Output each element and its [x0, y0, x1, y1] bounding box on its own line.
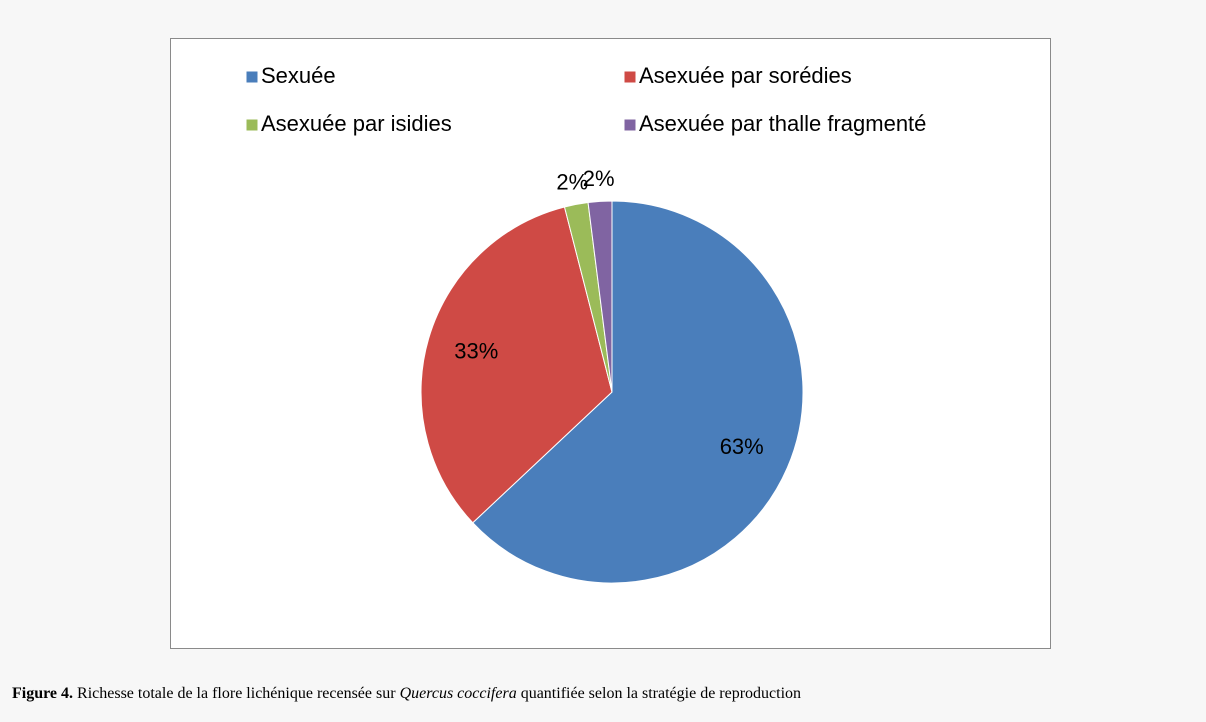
caption-species: Quercus coccifera — [400, 685, 517, 702]
caption-text: Richesse totale de la flore lichénique r… — [77, 685, 396, 702]
legend-swatch — [623, 70, 637, 84]
legend-swatch — [245, 118, 259, 132]
pie-slice — [587, 200, 613, 393]
data-label: 63% — [720, 434, 764, 459]
data-label: 2% — [583, 166, 615, 191]
caption: Figure 4. Richesse totale de la flore li… — [12, 685, 801, 702]
caption-label: Figure 4. — [12, 685, 73, 702]
data-label: 2% — [556, 170, 588, 195]
pie-slice — [420, 206, 613, 524]
legend-label: Asexuée par isidies — [261, 111, 452, 136]
legend-swatch — [623, 118, 637, 132]
legend-swatch — [245, 70, 259, 84]
caption-rest: quantifiée selon la stratégie de reprodu… — [521, 685, 801, 702]
legend-label: Asexuée par sorédies — [639, 63, 852, 88]
pie-slice — [472, 200, 804, 584]
legend-label: Sexuée — [261, 63, 336, 88]
legend-label: Asexuée par thalle fragmenté — [639, 111, 926, 136]
data-label: 33% — [454, 338, 498, 363]
